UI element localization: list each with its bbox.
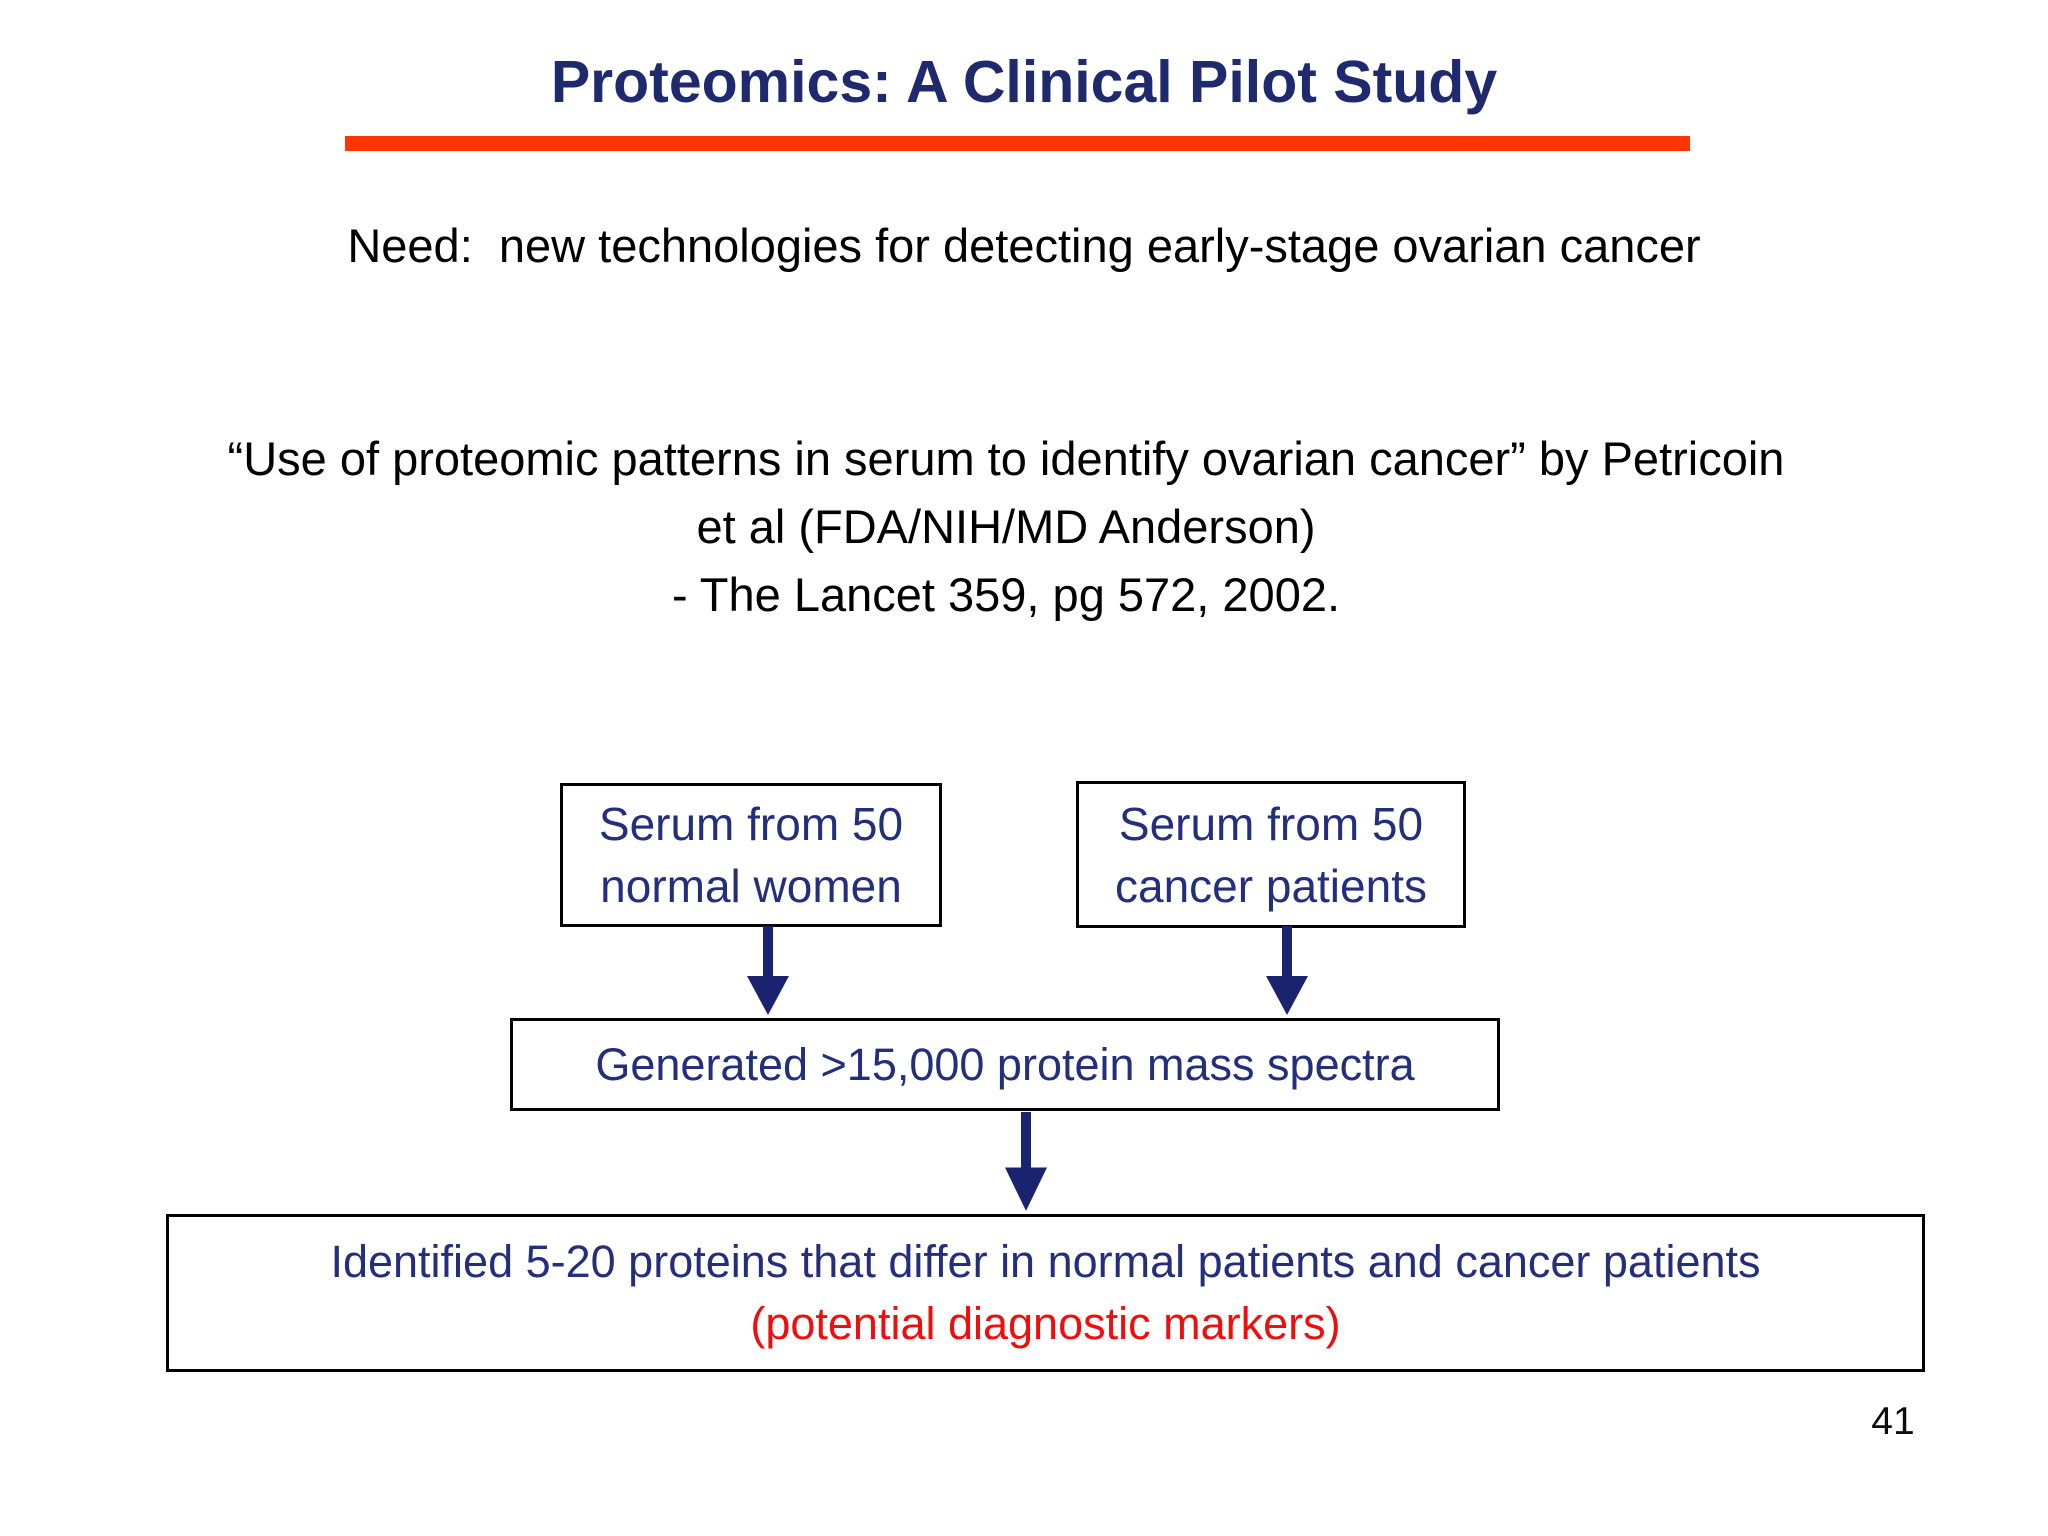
flow-box-normal-line-1: Serum from 50 — [598, 798, 904, 850]
flow-box-result: Identified 5-20 proteins that differ in … — [166, 1214, 1925, 1372]
down-arrow-icon — [1266, 926, 1308, 1015]
page-number: 41 — [1871, 1400, 1915, 1443]
flow-box-normal-line-2: normal women — [600, 860, 902, 912]
citation-line-1: “Use of proteomic patterns in serum to i… — [227, 432, 1785, 485]
flow-box-result-line-2: (potential diagnostic markers) — [750, 1298, 1341, 1349]
flow-box-cancer-line-1: Serum from 50 — [1118, 797, 1424, 850]
flow-box-spectra: Generated >15,000 protein mass spectra — [510, 1018, 1500, 1111]
citation-line-3: - The Lancet 359, pg 572, 2002. — [671, 568, 1341, 621]
down-arrow-icon — [747, 926, 789, 1015]
title-underline — [345, 136, 1690, 151]
flow-box-cancer-serum: Serum from 50 cancer patients — [1076, 781, 1466, 928]
need-statement: Need: new technologies for detecting ear… — [347, 219, 1701, 272]
flow-box-result-line-1: Identified 5-20 proteins that differ in … — [330, 1236, 1761, 1287]
flow-box-normal-serum: Serum from 50 normal women — [560, 783, 942, 927]
flow-box-spectra-text: Generated >15,000 protein mass spectra — [595, 1038, 1415, 1090]
citation-block: “Use of proteomic patterns in serum to i… — [0, 425, 2012, 629]
citation-line-2: et al (FDA/NIH/MD Anderson) — [696, 500, 1316, 553]
flow-box-cancer-line-2: cancer patients — [1115, 859, 1427, 912]
slide-title: Proteomics: A Clinical Pilot Study — [550, 49, 1498, 115]
down-arrow-icon — [1005, 1112, 1047, 1211]
